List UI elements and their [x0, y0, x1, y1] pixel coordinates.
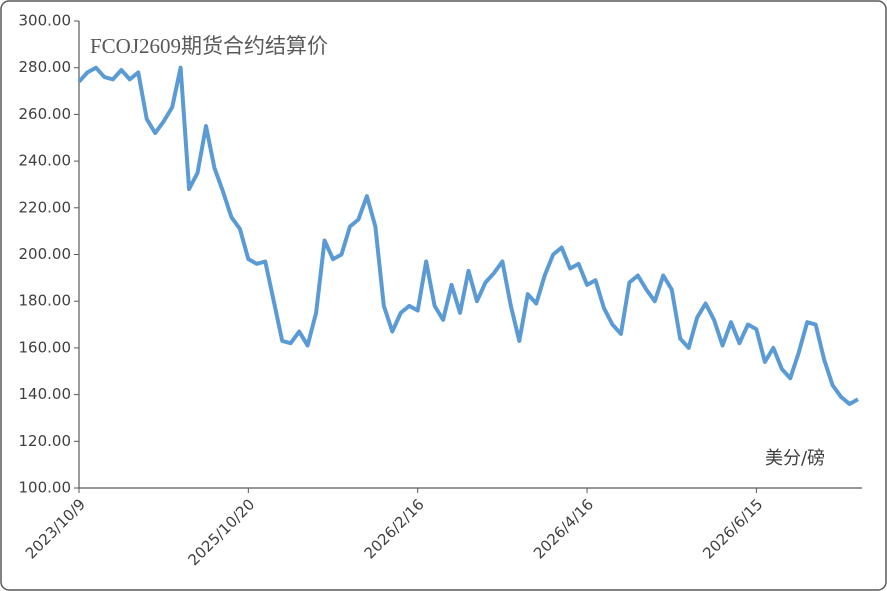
y-tick-label: 240.00 [19, 152, 72, 170]
y-tick-label: 260.00 [19, 105, 72, 123]
y-tick-label: 220.00 [19, 198, 72, 216]
y-tick-label: 280.00 [19, 58, 72, 76]
y-tick-label: 160.00 [19, 338, 72, 356]
y-tick-label: 180.00 [19, 292, 72, 310]
y-tick-label: 140.00 [19, 385, 72, 403]
series-line [77, 65, 859, 406]
unit-label: 美分/磅 [765, 448, 825, 469]
chart-title: FCOJ2609期货合约结算价 [90, 34, 328, 58]
y-tick-label: 120.00 [19, 432, 72, 450]
y-tick-label: 100.00 [19, 479, 72, 497]
y-tick-label: 300.00 [19, 12, 72, 30]
y-tick-label: 200.00 [19, 245, 72, 263]
